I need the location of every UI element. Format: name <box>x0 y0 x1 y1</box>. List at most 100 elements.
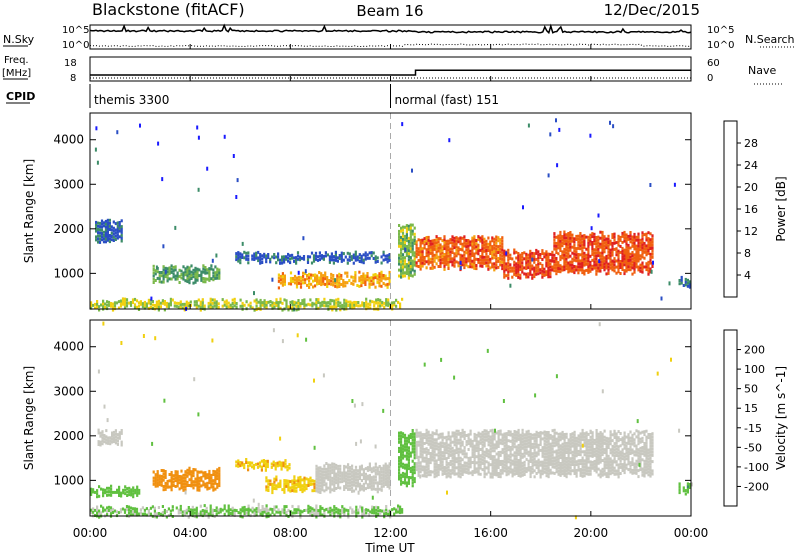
heatmap-cell <box>370 282 373 286</box>
heatmap-cell <box>521 270 524 274</box>
heatmap-cell <box>583 240 586 243</box>
heatmap-cell <box>411 232 414 236</box>
heatmap-cell <box>116 439 119 443</box>
heatmap-cell <box>483 475 486 479</box>
heatmap-cell <box>209 507 212 511</box>
heatmap-cell <box>535 272 538 276</box>
heatmap-cell <box>376 280 379 284</box>
heatmap-cell <box>319 505 322 509</box>
heatmap-cell <box>299 515 302 519</box>
heatmap-cell <box>487 461 490 465</box>
heatmap-cell <box>523 433 526 437</box>
heatmap-cell <box>401 231 405 235</box>
heatmap-cell <box>370 467 373 471</box>
heatmap-cell <box>158 280 161 284</box>
heatmap-noise-cell <box>139 123 141 128</box>
heatmap-cell <box>477 449 480 453</box>
heatmap-cell <box>229 303 232 307</box>
heatmap-cell <box>559 447 562 451</box>
heatmap-cell <box>633 450 636 454</box>
heatmap-cell <box>597 269 600 273</box>
heatmap-cell <box>189 510 192 514</box>
heatmap-cell <box>591 454 594 458</box>
heatmap-cell <box>477 452 480 456</box>
heatmap-cell <box>311 304 314 308</box>
heatmap-cell <box>477 455 480 458</box>
heatmap-cell <box>637 259 640 263</box>
heatmap-cell <box>398 474 401 478</box>
heatmap-cell <box>595 470 598 474</box>
heatmap-cell <box>495 464 498 468</box>
heatmap-cell <box>451 238 454 242</box>
heatmap-cell <box>587 448 590 452</box>
heatmap-noise-cell <box>236 178 239 183</box>
heatmap-cell <box>403 274 407 278</box>
heatmap-cell <box>565 441 568 445</box>
heatmap-cell <box>507 466 510 470</box>
heatmap-cell <box>599 454 602 458</box>
heatmap-cell <box>108 486 111 490</box>
heatmap-cell <box>531 452 534 456</box>
heatmap-cell <box>601 447 604 451</box>
heatmap-cell <box>581 252 584 256</box>
heatmap-cell <box>178 478 181 482</box>
heatmap-cell <box>388 474 391 478</box>
heatmap-cell <box>354 276 357 280</box>
heatmap-cell <box>609 472 612 476</box>
heatmap-cell <box>541 451 544 455</box>
heatmap-cell <box>593 465 596 469</box>
heatmap-cell <box>376 481 379 485</box>
heatmap-cell <box>599 445 602 449</box>
heatmap-cell <box>617 240 620 244</box>
heatmap-cell <box>407 434 410 438</box>
heatmap-cell <box>529 454 532 457</box>
heatmap-cell <box>561 265 564 269</box>
heatmap-cell <box>118 235 121 239</box>
heatmap-cell <box>179 511 182 514</box>
heatmap-cell <box>187 506 190 509</box>
heatmap-cell <box>469 252 472 256</box>
heatmap-cell <box>129 301 133 304</box>
heatmap-cell <box>283 274 286 278</box>
heatmap-cell <box>346 271 349 275</box>
heatmap-cell <box>398 229 401 233</box>
heatmap-cell <box>501 248 504 252</box>
heatmap-cell <box>439 444 442 448</box>
heatmap-cell <box>98 308 101 312</box>
heatmap-cell <box>525 451 528 455</box>
heatmap-cell <box>479 258 482 262</box>
heatmap-cell <box>477 243 480 247</box>
heatmap-cell <box>291 482 294 486</box>
heatmap-cell <box>519 474 522 478</box>
heatmap-cell <box>214 481 217 485</box>
heatmap-cell <box>319 481 322 485</box>
heatmap-cell <box>376 277 379 281</box>
heatmap-cell <box>343 488 346 491</box>
heatmap-cell <box>535 439 538 443</box>
heatmap-cell <box>378 275 381 279</box>
heatmap-cell <box>136 488 139 492</box>
heatmap-cell <box>527 438 530 442</box>
heatmap-cell <box>597 458 600 462</box>
heatmap-cell <box>364 475 367 479</box>
heatmap-cell <box>451 446 454 450</box>
heatmap-cell <box>633 441 636 445</box>
heatmap-cell <box>621 240 624 244</box>
heatmap-cell <box>376 472 379 476</box>
heatmap-cell <box>551 456 554 460</box>
heatmap-cell <box>357 304 360 308</box>
heatmap-cell <box>347 300 350 304</box>
heatmap-cell <box>287 308 290 312</box>
heatmap-cell <box>569 266 572 270</box>
heatmap-cell <box>249 305 252 309</box>
heatmap-cell <box>567 267 570 271</box>
heatmap-cell <box>593 248 596 252</box>
heatmap-cell <box>635 429 638 433</box>
heatmap-cell <box>431 239 434 243</box>
heatmap-cell <box>627 459 630 463</box>
heatmap-cell <box>311 507 314 511</box>
heatmap-cell <box>207 515 210 519</box>
heatmap-cell <box>525 439 528 443</box>
heatmap-cell <box>527 465 530 469</box>
heatmap-cell <box>98 221 102 225</box>
